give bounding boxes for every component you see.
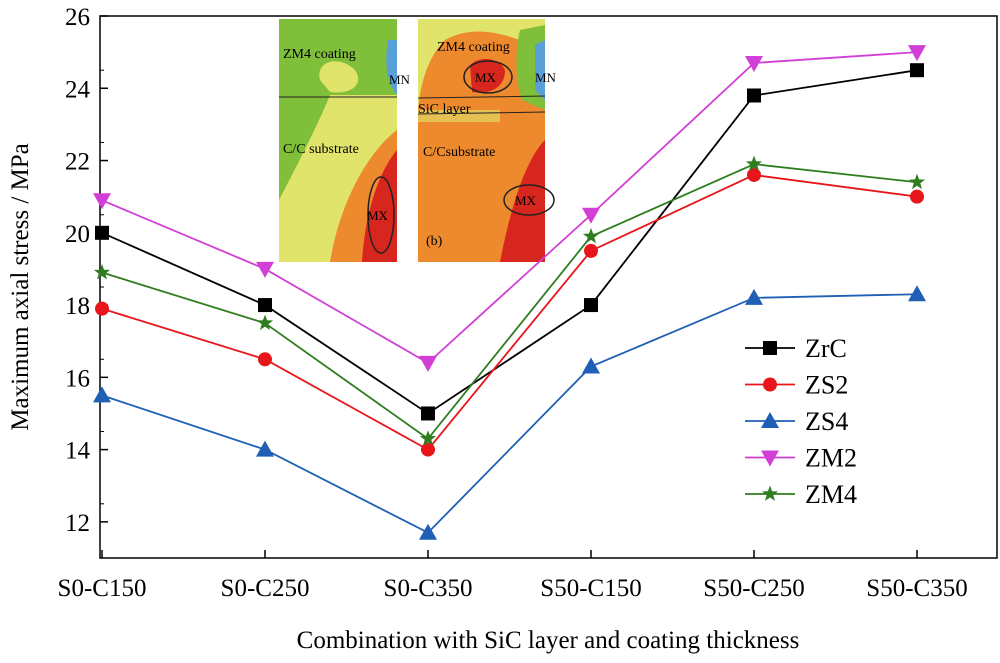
legend-item-zm4: ZM4 bbox=[745, 480, 857, 509]
inset-right-layer-label: SiC layer bbox=[418, 102, 471, 117]
y-tick-label: 18 bbox=[65, 293, 90, 320]
y-tick-label: 22 bbox=[65, 149, 90, 176]
inset-left-min-label: MN bbox=[389, 72, 411, 87]
inset-panel-label: (b) bbox=[426, 234, 443, 249]
inset-left-coating-label: ZM4 coating bbox=[283, 47, 356, 62]
marker-star bbox=[93, 264, 111, 280]
marker-triangle-down bbox=[745, 55, 763, 72]
marker-square bbox=[95, 225, 109, 240]
x-tick-label: S0-C250 bbox=[221, 575, 310, 602]
x-tick-label: S50-C150 bbox=[540, 575, 641, 602]
marker-circle bbox=[584, 243, 598, 258]
series-line-zm4 bbox=[101, 163, 918, 440]
marker-star bbox=[256, 314, 274, 330]
marker-star bbox=[761, 485, 779, 501]
legend: ZrC ZS2 ZS4 ZM2 ZM4 bbox=[745, 334, 857, 509]
inset-left-max-label: MX bbox=[367, 208, 389, 223]
marker-square bbox=[584, 298, 598, 313]
marker-triangle-up bbox=[93, 386, 111, 403]
legend-item-zs4: ZS4 bbox=[745, 407, 848, 436]
marker-triangle-up bbox=[256, 440, 274, 457]
inset-right-panel: ZM4 coating SiC layer C/Csubstrate MN MX… bbox=[417, 19, 557, 262]
x-axis-label: Combination with SiC layer and coating t… bbox=[297, 627, 800, 654]
marker-star bbox=[908, 173, 926, 190]
x-tick-label: S0-C150 bbox=[58, 575, 147, 602]
y-tick-label: 24 bbox=[65, 76, 91, 103]
marker-triangle-down bbox=[93, 193, 111, 210]
legend-label: ZS4 bbox=[805, 407, 848, 436]
marker-triangle-down bbox=[761, 450, 779, 467]
y-tick-label: 20 bbox=[65, 221, 90, 248]
y-axis-label: Maximum axial stress / MPa bbox=[7, 143, 34, 430]
y-tick-label: 26 bbox=[65, 4, 90, 31]
inset-right-max-coating-label: MX bbox=[475, 70, 497, 85]
marker-circle bbox=[747, 167, 761, 182]
inset-left-substrate-label: C/C substrate bbox=[283, 142, 359, 157]
series-zs4 bbox=[93, 285, 926, 540]
marker-triangle-up bbox=[745, 288, 763, 305]
marker-triangle-down bbox=[256, 261, 274, 278]
marker-circle bbox=[763, 377, 777, 392]
marker-square bbox=[747, 88, 761, 103]
marker-triangle-down bbox=[582, 207, 600, 224]
marker-triangle-up bbox=[761, 412, 779, 428]
marker-triangle-down bbox=[419, 355, 437, 372]
y-tick-label: 16 bbox=[65, 365, 90, 392]
marker-square bbox=[421, 406, 435, 421]
x-tick-label: S0-C350 bbox=[384, 575, 473, 602]
series-line-zm2 bbox=[101, 51, 918, 364]
stress-contour-inset: ZM4 coating C/C substrate MN MX ZM4 coat… bbox=[279, 19, 557, 262]
plot-frame bbox=[99, 15, 998, 559]
inset-right-min-label: MN bbox=[535, 70, 557, 85]
x-tick-label: S50-C250 bbox=[703, 575, 804, 602]
x-tick-label: S50-C350 bbox=[866, 575, 967, 602]
y-tick-label: 12 bbox=[65, 510, 90, 537]
marker-star bbox=[745, 155, 763, 171]
series-zrc bbox=[95, 63, 924, 421]
legend-label: ZM2 bbox=[805, 444, 857, 473]
marker-triangle-up bbox=[908, 285, 926, 302]
inset-right-max-substrate-label: MX bbox=[515, 193, 537, 208]
marker-circle bbox=[421, 442, 435, 457]
legend-label: ZrC bbox=[805, 334, 847, 363]
series-line-zs2 bbox=[101, 174, 918, 451]
legend-label: ZM4 bbox=[805, 480, 857, 509]
marker-triangle-up bbox=[419, 523, 437, 540]
marker-square bbox=[910, 63, 924, 78]
marker-circle bbox=[910, 189, 924, 204]
marker-circle bbox=[95, 301, 109, 316]
y-tick-label: 14 bbox=[65, 438, 91, 465]
inset-right-coating-label: ZM4 coating bbox=[437, 40, 510, 55]
legend-item-zrc: ZrC bbox=[745, 334, 847, 363]
marker-star bbox=[419, 430, 437, 446]
series-zm4 bbox=[93, 155, 926, 446]
legend-label: ZS2 bbox=[805, 371, 848, 400]
inset-right-substrate-label: C/Csubstrate bbox=[423, 145, 495, 160]
series-line-zs4 bbox=[101, 293, 918, 534]
marker-triangle-down bbox=[908, 45, 926, 62]
inset-left-panel: ZM4 coating C/C substrate MN MX bbox=[279, 19, 411, 262]
marker-triangle-up bbox=[582, 357, 600, 374]
marker-square bbox=[763, 341, 777, 355]
marker-circle bbox=[258, 352, 272, 367]
series-zs2 bbox=[95, 167, 924, 457]
series-line-zrc bbox=[101, 69, 918, 415]
series-zm2 bbox=[93, 45, 926, 372]
marker-square bbox=[258, 298, 272, 313]
legend-item-zm2: ZM2 bbox=[745, 444, 857, 473]
marker-star bbox=[582, 227, 600, 244]
legend-item-zs2: ZS2 bbox=[745, 371, 848, 400]
